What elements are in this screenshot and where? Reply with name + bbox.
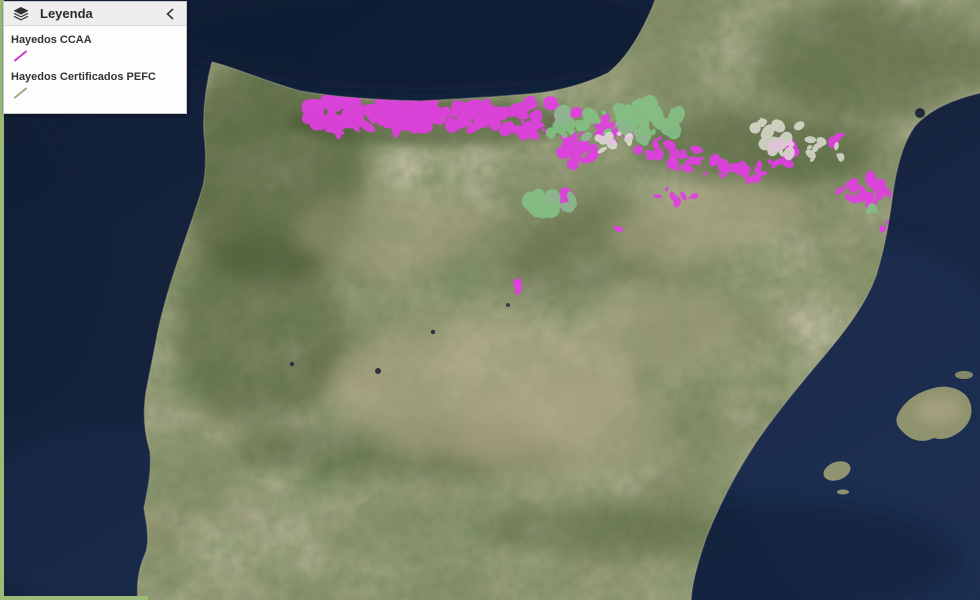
legend-body: Hayedos CCAA Hayedos Certificados PEFC — [4, 26, 186, 113]
inland-waters — [290, 108, 925, 374]
legend-item: Hayedos CCAA — [11, 34, 178, 62]
legend-item-label: Hayedos Certificados PEFC — [11, 71, 156, 83]
chevron-left-icon — [166, 7, 174, 20]
layers-icon — [13, 6, 29, 21]
map-layer-snow — [594, 117, 845, 162]
legend-symbol-line — [14, 87, 27, 99]
legend-item: Hayedos Certificados PEFC — [11, 71, 178, 99]
legend-collapse-button[interactable] — [163, 6, 177, 22]
overlay-layers — [301, 91, 916, 295]
legend-header: Leyenda — [4, 2, 186, 26]
island-menorca — [955, 371, 973, 379]
legend-symbol-line — [14, 50, 27, 62]
legend-item-label: Hayedos CCAA — [11, 34, 92, 46]
legend-panel: Leyenda Hayedos CCAA Hayedos Certificado… — [3, 1, 187, 114]
legend-title: Leyenda — [40, 6, 93, 21]
screenshot-border-bottom — [0, 596, 148, 600]
island-formentera — [837, 489, 849, 495]
balearic-islands — [823, 371, 973, 495]
coastline — [136, 0, 980, 600]
screenshot-border-left — [0, 0, 4, 600]
map-layer-hayedos-certificados-pefc — [521, 95, 916, 235]
island-ibiza — [823, 461, 851, 481]
